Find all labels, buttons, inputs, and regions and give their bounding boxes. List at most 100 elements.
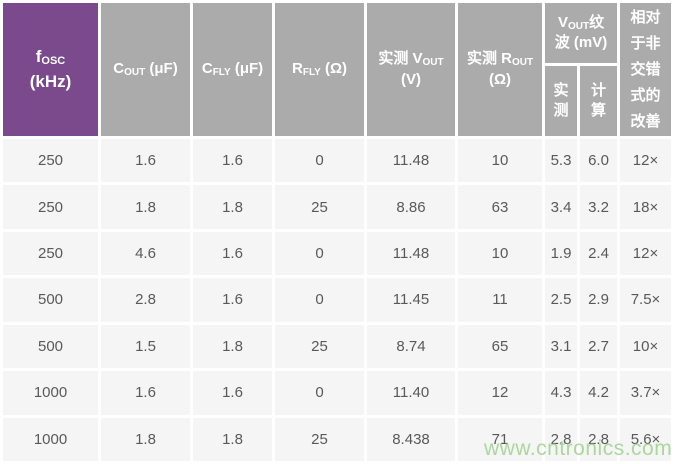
table-cell: 1.6 [193,231,272,276]
header-unit: (Ω) [320,60,347,78]
header-text: 纹 [589,13,605,31]
header-text: f [35,46,42,66]
col-header-rfly: RFLY (Ω) [275,3,364,136]
header-text: 实测 VOUT [367,49,455,69]
table-cell: 3.7× [620,371,672,415]
header-subscript: FLY [212,67,231,79]
table-cell: 250 [3,139,98,183]
header-unit: (Ω) [488,70,512,88]
header-unit: (kHz) [29,71,72,91]
table-cell: 1.6 [193,371,272,415]
table-cell: 18× [620,185,672,229]
table-cell: 63 [458,185,542,229]
header-text: VOUT纹 [545,13,617,33]
table-cell: 1.8 [101,417,190,461]
header-subscript: OUT [422,57,444,69]
table-cell: 1.6 [101,371,190,415]
table-cell: 25 [275,417,364,461]
header-row-top: fOSC (kHz) COUT (μF) CFLY (μF) RFLY (Ω) … [3,3,672,136]
table-cell: 4.3 [545,371,577,415]
header-text: 于非 [630,34,661,52]
table-cell: 2.5 [545,278,577,322]
header-subscript: OSC [41,54,66,67]
table-cell: 6.0 [580,139,618,183]
header-text: 相对 [630,8,661,26]
table-cell: 8.86 [367,185,455,229]
header-text: 实测 ROUT [458,49,542,69]
table-cell: 500 [3,278,98,322]
table-row: 250 4.6 1.6 0 11.48 10 1.9 2.4 12× [3,231,672,276]
table-cell: 2.8 [580,417,618,461]
col-header-improvement: 相对 于非 交错 式的 改善 [620,3,672,136]
table-cell: 1.8 [193,324,272,369]
table-cell: 250 [3,185,98,229]
table-cell: 1000 [3,417,98,461]
table-cell: 11.45 [367,278,455,322]
table-cell: 1.8 [101,185,190,229]
table-cell: 0 [275,278,364,322]
table-row: 1000 1.8 1.8 25 8.438 71 2.8 2.8 5.6× [3,417,672,461]
table-cell: 10× [620,324,672,369]
table-cell: 3.4 [545,185,577,229]
header-text: 交错 [630,60,661,78]
table-cell: 12× [620,231,672,276]
table-row: 250 1.6 1.6 0 11.48 10 5.3 6.0 12× [3,139,672,183]
table-cell: 1.6 [193,139,272,183]
header-text: fOSC [3,45,98,70]
table-cell: 7.5× [620,278,672,322]
table-cell: 8.438 [367,417,455,461]
table-cell: 2.7 [580,324,618,369]
header-text: 改善 [630,112,661,130]
table-cell: 0 [275,371,364,415]
table-cell: 8.74 [367,324,455,369]
header-unit: (V) [401,70,421,88]
table-cell: 11.48 [367,231,455,276]
table-cell: 2.9 [580,278,618,322]
table-cell: 11.48 [367,139,455,183]
table-cell: 65 [458,324,542,369]
table-cell: 3.2 [580,185,618,229]
table-cell: 2.8 [545,417,577,461]
table-cell: 1000 [3,371,98,415]
col-header-rout-measured: 实测 ROUT (Ω) [458,3,542,136]
col-header-vout-measured: 实测 VOUT (V) [367,3,455,136]
table-cell: 500 [3,324,98,369]
table-cell: 1.8 [193,185,272,229]
col-header-cout: COUT (μF) [101,3,190,136]
table-cell: 2.4 [580,231,618,276]
col-header-fosc: fOSC (kHz) [3,3,98,136]
header-text: V [557,13,568,31]
header-subscript: OUT [567,20,590,32]
table-cell: 2.8 [101,278,190,322]
table-cell: 5.3 [545,139,577,183]
col-header-ripple-calculated: 计 算 [580,66,618,136]
table-cell: 12× [620,139,672,183]
table-cell: 1.9 [545,231,577,276]
table-cell: 25 [275,324,364,369]
col-header-vout-ripple-group: VOUT纹 波 (mV) [545,3,618,63]
header-text: 实测 V [378,50,423,68]
table-cell: 5.6× [620,417,672,461]
table-cell: 25 [275,185,364,229]
table-cell: 11.40 [367,371,455,415]
col-header-cfly: CFLY (μF) [193,3,272,136]
table-cell: 1.8 [193,417,272,461]
table-cell: 1.6 [193,278,272,322]
header-subscript: OUT [124,67,146,79]
table-cell: 0 [275,139,364,183]
header-subscript: FLY [302,67,321,79]
header-text: C [201,60,213,78]
table-row: 250 1.8 1.8 25 8.86 63 3.4 3.2 18× [3,185,672,229]
table-cell: 1.5 [101,324,190,369]
table-cell: 4.6 [101,231,190,276]
table-row: 500 1.5 1.8 25 8.74 65 3.1 2.7 10× [3,324,672,369]
header-text: R [292,60,303,78]
header-text: 实测 R [466,50,512,68]
header-text: C [113,60,125,78]
header-unit: 波 (mV) [554,34,608,51]
table-cell: 11 [458,278,542,322]
table-cell: 12 [458,371,542,415]
header-unit: (μF) [230,60,264,78]
